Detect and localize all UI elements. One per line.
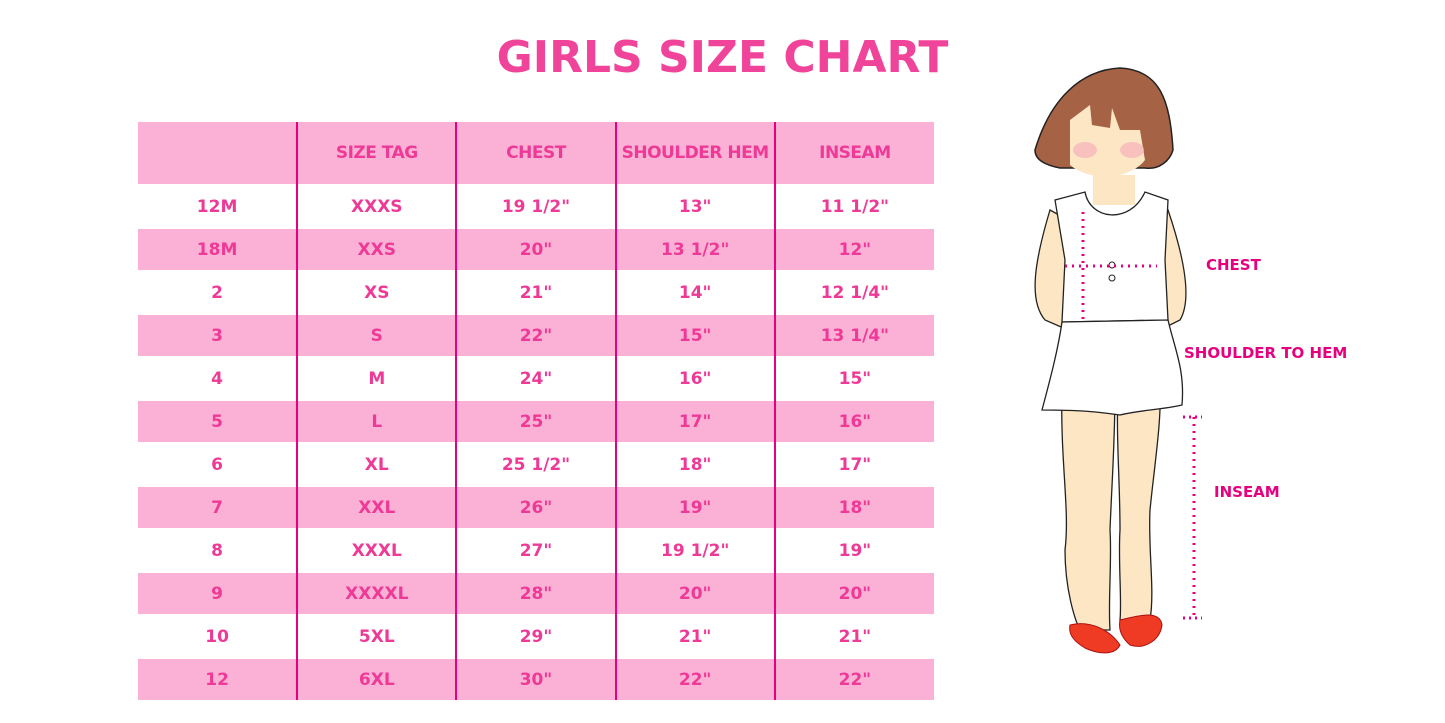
table-cell: 18M bbox=[138, 228, 298, 271]
table-row: 4 M 24" 16" 15" bbox=[138, 357, 934, 400]
table-cell: 22" bbox=[614, 658, 775, 700]
header-cell: SIZE TAG bbox=[296, 122, 457, 185]
shirt bbox=[1054, 191, 1169, 323]
table-cell: 14" bbox=[614, 271, 775, 314]
table-cell: 21" bbox=[455, 271, 616, 314]
table-cell: 19 1/2" bbox=[455, 185, 616, 228]
table-cell: 25 1/2" bbox=[455, 443, 616, 486]
table-cell: 18" bbox=[614, 443, 775, 486]
table-cell: 13 1/4" bbox=[773, 314, 934, 357]
table-cell: 12 bbox=[138, 658, 298, 700]
skirt bbox=[1041, 319, 1184, 416]
table-cell: 2 bbox=[211, 282, 224, 303]
table-cell: 15" bbox=[614, 314, 775, 357]
header-cell: CHEST bbox=[455, 122, 616, 185]
table-cell: XL bbox=[296, 443, 457, 486]
table-cell: 28" bbox=[455, 572, 616, 615]
table-cell: 27" bbox=[455, 529, 616, 572]
page-title: GIRLS SIZE CHART bbox=[0, 32, 1445, 83]
table-cell: S bbox=[296, 314, 457, 357]
table-cell: 12 1/4" bbox=[773, 271, 934, 314]
table-cell: 20" bbox=[614, 572, 775, 615]
table-cell: XXL bbox=[296, 486, 457, 529]
size-table: SIZE TAG CHEST SHOULDER HEM INSEAM 12M XX… bbox=[138, 122, 934, 700]
table-cell: 18" bbox=[773, 486, 934, 529]
table-row: 5 L 25" 17" 16" bbox=[138, 400, 934, 443]
table-row: 12M XXXS 19 1/2" 13" 11 1/2" bbox=[138, 185, 934, 228]
table-cell: 19" bbox=[773, 529, 934, 572]
child-measurement-figure: CHEST SHOULDER TO HEM INSEAM bbox=[1020, 60, 1380, 674]
table-cell: 12M bbox=[196, 196, 238, 217]
table-cell: 5 bbox=[138, 400, 298, 443]
table-row: 9 XXXXL 28" 20" 20" bbox=[138, 572, 934, 615]
header-cell: INSEAM bbox=[773, 122, 934, 185]
inseam-label: INSEAM bbox=[1214, 483, 1280, 501]
table-cell: 15" bbox=[773, 357, 934, 400]
table-cell: 13 1/2" bbox=[614, 228, 775, 271]
chest-label: CHEST bbox=[1206, 256, 1261, 274]
table-row: 8 XXXL 27" 19 1/2" 19" bbox=[138, 529, 934, 572]
table-cell: XS bbox=[296, 271, 457, 314]
table-cell: 30" bbox=[455, 658, 616, 700]
table-cell: 5XL bbox=[296, 615, 457, 658]
table-row: 12 6XL 30" 22" 22" bbox=[138, 658, 934, 700]
table-cell: XXXXL bbox=[296, 572, 457, 615]
table-row: 7 XXL 26" 19" 18" bbox=[138, 486, 934, 529]
table-cell: 22" bbox=[455, 314, 616, 357]
table-cell: 6XL bbox=[296, 658, 457, 700]
header-cell: SHOULDER HEM bbox=[614, 122, 775, 185]
table-cell: 11 1/2" bbox=[773, 185, 934, 228]
table-cell: 12" bbox=[773, 228, 934, 271]
table-cell: 25" bbox=[455, 400, 616, 443]
table-cell: 29" bbox=[455, 615, 616, 658]
shoulder-to-hem-label: SHOULDER TO HEM bbox=[1184, 344, 1348, 362]
table-cell: 7 bbox=[138, 486, 298, 529]
left-shoe bbox=[1069, 623, 1121, 654]
table-cell: 16" bbox=[614, 357, 775, 400]
table-cell: 8 bbox=[211, 540, 224, 561]
table-cell: 21" bbox=[773, 615, 934, 658]
table-cell: L bbox=[296, 400, 457, 443]
table-cell: XXXL bbox=[296, 529, 457, 572]
table-cell: 4 bbox=[211, 368, 224, 389]
table-cell: 22" bbox=[773, 658, 934, 700]
table-cell: 17" bbox=[614, 400, 775, 443]
table-cell: 16" bbox=[773, 400, 934, 443]
table-cell: 19" bbox=[614, 486, 775, 529]
title-text: GIRLS SIZE CHART bbox=[496, 32, 949, 83]
table-cell: 3 bbox=[138, 314, 298, 357]
table-cell: 20" bbox=[773, 572, 934, 615]
header-cell bbox=[138, 122, 298, 185]
table-row: 3 S 22" 15" 13 1/4" bbox=[138, 314, 934, 357]
right-shoe bbox=[1119, 614, 1163, 647]
table-row: 10 5XL 29" 21" 21" bbox=[138, 615, 934, 658]
table-header-row: SIZE TAG CHEST SHOULDER HEM INSEAM bbox=[138, 122, 934, 185]
table-row: 18M XXS 20" 13 1/2" 12" bbox=[138, 228, 934, 271]
table-cell: 17" bbox=[773, 443, 934, 486]
table-cell: 26" bbox=[455, 486, 616, 529]
table-cell: 13" bbox=[614, 185, 775, 228]
table-cell: 9 bbox=[138, 572, 298, 615]
table-cell: XXXS bbox=[296, 185, 457, 228]
table-row: 6 XL 25 1/2" 18" 17" bbox=[138, 443, 934, 486]
child-illustration bbox=[1034, 67, 1202, 654]
table-cell: 24" bbox=[455, 357, 616, 400]
table-cell: M bbox=[296, 357, 457, 400]
table-cell: 19 1/2" bbox=[614, 529, 775, 572]
table-cell: 6 bbox=[211, 454, 224, 475]
table-cell: 10 bbox=[205, 626, 229, 647]
table-cell: XXS bbox=[296, 228, 457, 271]
table-cell: 20" bbox=[455, 228, 616, 271]
table-cell: 21" bbox=[614, 615, 775, 658]
table-row: 2 XS 21" 14" 12 1/4" bbox=[138, 271, 934, 314]
face bbox=[1070, 105, 1145, 177]
